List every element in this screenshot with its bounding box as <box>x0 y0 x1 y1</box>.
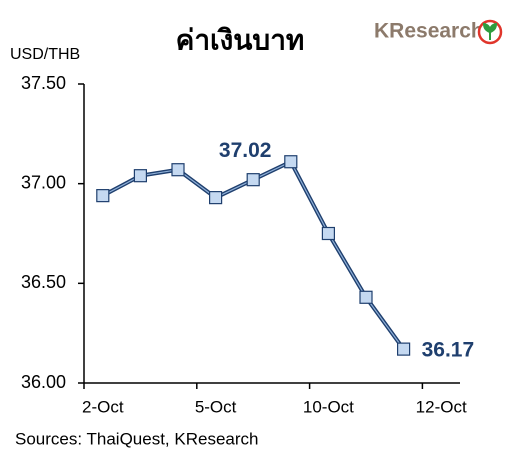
logo-icon <box>477 19 503 45</box>
marker <box>209 191 223 205</box>
data-label: 36.17 <box>422 339 475 362</box>
data-label: 37.02 <box>219 139 272 162</box>
line-shadow <box>101 159 406 351</box>
marker <box>171 163 185 177</box>
marker <box>359 290 373 304</box>
marker <box>284 155 298 169</box>
y-tick-label: 36.00 <box>21 372 66 392</box>
y-tick-label: 36.50 <box>21 272 66 292</box>
x-tick-label: 2-Oct <box>82 397 124 416</box>
x-tick-label: 10-Oct <box>303 397 354 416</box>
x-tick-label: 5-Oct <box>195 397 237 416</box>
y-tick-label: 37.50 <box>21 73 66 93</box>
logo: KResearch <box>374 20 484 43</box>
marker <box>246 173 260 187</box>
marker <box>133 169 147 183</box>
marker <box>96 189 110 203</box>
x-tick-label: 12-Oct <box>416 397 467 416</box>
chart-title: ค่าเงินบาท <box>176 24 305 55</box>
source-note: Sources: ThaiQuest, KResearch <box>15 429 258 448</box>
marker <box>397 342 411 356</box>
marker <box>321 226 335 241</box>
line <box>102 160 405 350</box>
y-axis-label: USD/THB <box>10 46 80 63</box>
y-tick-label: 37.00 <box>21 172 66 192</box>
